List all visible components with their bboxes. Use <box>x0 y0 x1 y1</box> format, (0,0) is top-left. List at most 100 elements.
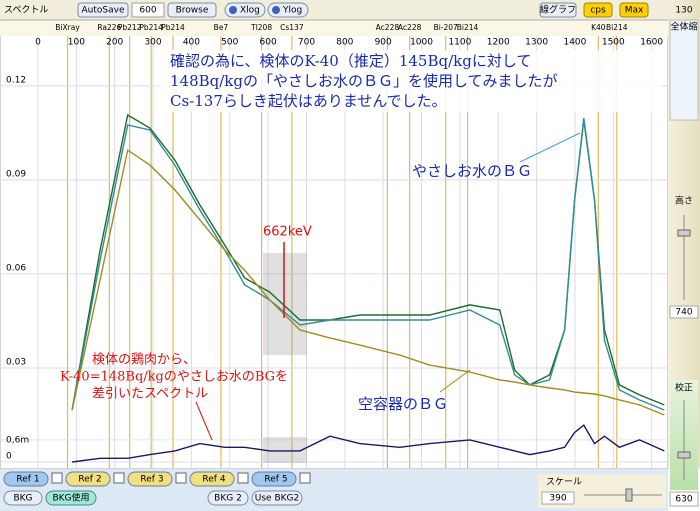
y-tick-label: 0.03 <box>6 357 26 367</box>
nuclide-row <box>0 21 668 36</box>
zoom-label: 全体縮 <box>670 21 697 33</box>
ref-button[interactable] <box>3 471 49 487</box>
height-field <box>669 305 699 319</box>
note-line: Cs-137らしき起伏はありませんでした。 <box>170 92 447 110</box>
browse-button[interactable] <box>167 2 217 18</box>
spectrum-line <box>71 118 665 411</box>
nuclide-label: Pb212 <box>118 23 142 32</box>
y-tick-label: 0.12 <box>6 75 26 85</box>
ref-checkbox[interactable] <box>51 472 63 484</box>
cps-button[interactable] <box>583 2 613 18</box>
ref-button[interactable] <box>127 471 173 487</box>
calib-thumb[interactable] <box>677 451 691 459</box>
bkg-label[interactable]: BKG <box>13 494 32 504</box>
nuclide-label: Tl208 <box>250 23 272 32</box>
xlog-icon <box>229 6 237 14</box>
scale-thumb[interactable] <box>625 488 633 502</box>
spectrum-line <box>72 424 665 463</box>
height-label: 高さ <box>675 195 693 207</box>
ylog-icon <box>272 6 280 14</box>
x-tick-label: 1300 <box>525 38 548 48</box>
bkg-button[interactable] <box>3 490 43 506</box>
nuclide-label: Pb214 <box>161 23 185 32</box>
difference-note: 検体の鶏肉から、 <box>92 353 196 368</box>
ref-label[interactable]: Ref 1 <box>16 475 39 485</box>
bkg-use-button[interactable] <box>45 490 97 506</box>
note-line: 148Bq/kgの「やさしお水のＢＧ」を使用してみましたが <box>170 72 558 90</box>
empty-bg-label: 空容器のＢＧ <box>358 395 448 413</box>
x-tick-label: 900 <box>375 38 392 48</box>
ref-checkbox[interactable] <box>175 472 187 484</box>
line-graph-button[interactable] <box>539 2 577 18</box>
ref-button[interactable] <box>189 471 235 487</box>
x-tick-label: 200 <box>106 38 123 48</box>
calib-value: 630 <box>675 495 692 505</box>
x-tick-label: 300 <box>144 38 161 48</box>
x-tick-label: 1600 <box>640 38 663 48</box>
count-value[interactable]: 600 <box>139 6 156 16</box>
scale-label: スケール <box>546 477 582 488</box>
max-label[interactable]: Max <box>625 6 644 16</box>
roi-shade <box>263 253 307 355</box>
nuclide-label: Bi214 <box>606 23 628 32</box>
ref-label[interactable]: Ref 2 <box>78 475 101 485</box>
ref-label[interactable]: Ref 3 <box>140 475 163 485</box>
x-tick-label: 700 <box>298 38 315 48</box>
x-tick-label: 500 <box>221 38 238 48</box>
y-tick-label: 0.09 <box>6 169 26 179</box>
difference-note: 差引いたスペクトル <box>92 387 208 402</box>
xlog-toggle[interactable] <box>224 2 266 18</box>
note-line: 確認の為に、検体のK-40（推定）145Bq/kgに対して <box>170 52 531 70</box>
ref-label[interactable]: Ref 5 <box>264 475 287 485</box>
x-tick-label: 800 <box>336 38 353 48</box>
ref-button[interactable] <box>251 471 297 487</box>
y-tick-label: 0.06 <box>6 263 26 273</box>
scale-value: 390 <box>549 494 566 504</box>
y-tick-label: 0 <box>6 452 12 462</box>
autosave-button[interactable] <box>77 2 129 18</box>
bkg-use-label[interactable]: BKG使用 <box>52 492 89 504</box>
nuclide-label: Be7 <box>214 23 229 32</box>
use-bkg2-button[interactable] <box>251 490 303 506</box>
line-graph-label[interactable]: 線グラフ <box>540 4 576 16</box>
ref-checkbox[interactable] <box>237 472 249 484</box>
ref-checkbox[interactable] <box>299 472 311 484</box>
cps-label[interactable]: cps <box>590 6 606 16</box>
ylog-label[interactable]: Ylog <box>282 6 302 16</box>
nuclide-label: Bi214 <box>457 23 479 32</box>
max-button[interactable] <box>619 2 649 18</box>
top-value: 130 <box>675 6 692 16</box>
ref-checkbox[interactable] <box>113 472 125 484</box>
height-thumb[interactable] <box>677 229 691 237</box>
use-bkg2-label[interactable]: Use BKG2 <box>255 494 299 504</box>
nuclide-label: Pb214 <box>139 23 163 32</box>
note-box <box>160 50 662 112</box>
zoom-slider[interactable] <box>669 19 699 121</box>
xlog-label[interactable]: Xlog <box>240 6 260 16</box>
water-bg-label: やさしお水のＢＧ <box>412 162 532 180</box>
bkg2-label[interactable]: BKG 2 <box>214 494 242 504</box>
x-tick-label: 1400 <box>563 38 586 48</box>
x-tick-label: 600 <box>260 38 277 48</box>
ylog-toggle[interactable] <box>267 2 309 18</box>
ref-label[interactable]: Ref 4 <box>202 475 225 485</box>
x-tick-label: 1500 <box>602 38 625 48</box>
autosave-label[interactable]: AutoSave <box>82 6 125 16</box>
bkg2-button[interactable] <box>207 490 249 506</box>
y2-tick-label: 0,6m <box>6 435 29 445</box>
count-field[interactable] <box>131 2 165 18</box>
nuclide-label: Ac228 <box>376 23 400 32</box>
panel-title: スペクトル <box>4 5 48 16</box>
x-tick-label: 1100 <box>448 38 471 48</box>
x-tick-label: 400 <box>183 38 200 48</box>
ref-button[interactable] <box>65 471 111 487</box>
x-tick-label: 1000 <box>410 38 433 48</box>
nuclide-label: Ra226 <box>97 23 121 32</box>
browse-label[interactable]: Browse <box>176 6 209 16</box>
height-value: 740 <box>675 308 692 318</box>
calib-label: 校正 <box>675 382 693 394</box>
ref-buttons: Ref 1 Ref 2 Ref 3 Ref 4 Ref 5 <box>3 471 311 487</box>
nuclide-label: K40 <box>591 23 606 32</box>
x-tick-label: 1200 <box>487 38 510 48</box>
